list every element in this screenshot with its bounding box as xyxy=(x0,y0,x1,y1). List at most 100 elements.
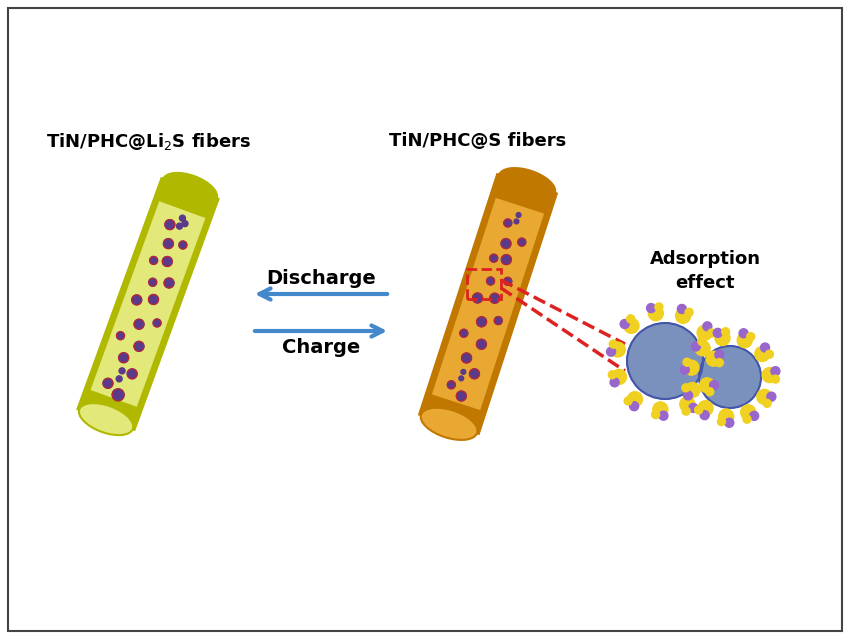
Circle shape xyxy=(504,219,512,227)
Circle shape xyxy=(490,293,500,304)
Circle shape xyxy=(697,325,712,341)
Text: TiN/PHC@Li$_2$S fibers: TiN/PHC@Li$_2$S fibers xyxy=(46,130,251,151)
Circle shape xyxy=(654,303,663,311)
Circle shape xyxy=(765,350,774,358)
Circle shape xyxy=(610,378,619,387)
Bar xyxy=(467,269,501,299)
Circle shape xyxy=(150,256,157,265)
Circle shape xyxy=(694,406,703,414)
Circle shape xyxy=(740,404,756,420)
Circle shape xyxy=(128,369,137,379)
Text: Charge: Charge xyxy=(282,337,360,357)
Circle shape xyxy=(747,332,755,341)
Circle shape xyxy=(626,315,635,323)
Circle shape xyxy=(737,333,752,348)
Circle shape xyxy=(149,295,158,304)
Polygon shape xyxy=(432,198,544,410)
Circle shape xyxy=(719,409,734,424)
Polygon shape xyxy=(91,201,206,407)
Circle shape xyxy=(627,392,643,407)
Circle shape xyxy=(771,367,780,376)
Circle shape xyxy=(695,341,710,356)
Circle shape xyxy=(743,415,751,423)
Circle shape xyxy=(715,330,730,346)
Circle shape xyxy=(134,320,144,329)
Circle shape xyxy=(680,397,694,412)
Circle shape xyxy=(762,367,777,383)
Circle shape xyxy=(691,342,700,351)
Circle shape xyxy=(627,323,703,399)
Circle shape xyxy=(713,328,722,337)
Circle shape xyxy=(682,407,690,415)
Circle shape xyxy=(756,389,772,404)
Circle shape xyxy=(490,254,498,262)
Circle shape xyxy=(767,392,776,401)
Circle shape xyxy=(677,304,687,314)
Circle shape xyxy=(447,381,456,389)
Circle shape xyxy=(698,337,705,345)
Circle shape xyxy=(165,220,175,229)
Circle shape xyxy=(477,339,486,350)
Circle shape xyxy=(722,328,729,335)
Circle shape xyxy=(164,278,174,288)
Circle shape xyxy=(739,328,748,338)
Circle shape xyxy=(772,375,779,383)
Circle shape xyxy=(699,346,761,408)
Ellipse shape xyxy=(499,168,555,200)
Circle shape xyxy=(494,316,502,325)
Circle shape xyxy=(516,213,521,217)
Circle shape xyxy=(119,353,128,363)
Circle shape xyxy=(630,402,638,411)
Circle shape xyxy=(609,340,617,348)
Circle shape xyxy=(683,358,691,366)
Circle shape xyxy=(116,376,122,382)
Circle shape xyxy=(116,332,124,340)
Circle shape xyxy=(149,278,156,286)
Circle shape xyxy=(518,238,526,246)
Circle shape xyxy=(653,402,668,417)
Circle shape xyxy=(750,412,759,420)
Circle shape xyxy=(700,411,709,420)
Circle shape xyxy=(652,411,660,419)
Circle shape xyxy=(132,295,142,305)
Circle shape xyxy=(659,412,668,420)
Circle shape xyxy=(501,238,511,249)
Text: Discharge: Discharge xyxy=(266,268,376,288)
Circle shape xyxy=(459,376,463,381)
Ellipse shape xyxy=(79,403,133,435)
Circle shape xyxy=(680,366,689,374)
Circle shape xyxy=(610,342,626,357)
Circle shape xyxy=(685,308,693,316)
Circle shape xyxy=(611,369,626,385)
Circle shape xyxy=(716,358,723,367)
Circle shape xyxy=(755,346,770,362)
Circle shape xyxy=(177,223,183,229)
Circle shape xyxy=(609,371,616,379)
Circle shape xyxy=(103,378,113,389)
Circle shape xyxy=(620,320,629,328)
Circle shape xyxy=(725,419,734,427)
Circle shape xyxy=(462,353,472,363)
Circle shape xyxy=(683,391,693,400)
Text: Adsorption
effect: Adsorption effect xyxy=(649,250,761,292)
Circle shape xyxy=(717,418,726,426)
Circle shape xyxy=(685,383,700,397)
Circle shape xyxy=(153,319,161,327)
Circle shape xyxy=(710,381,718,390)
Polygon shape xyxy=(420,174,557,433)
Circle shape xyxy=(706,351,721,366)
Circle shape xyxy=(707,329,716,337)
Circle shape xyxy=(163,238,173,249)
Ellipse shape xyxy=(162,173,217,205)
Circle shape xyxy=(179,215,185,221)
Circle shape xyxy=(134,341,144,351)
Circle shape xyxy=(647,304,655,312)
Circle shape xyxy=(486,277,495,285)
Circle shape xyxy=(706,388,714,396)
Circle shape xyxy=(624,397,632,405)
Circle shape xyxy=(460,329,468,337)
Circle shape xyxy=(624,318,639,334)
Circle shape xyxy=(703,322,711,331)
Circle shape xyxy=(682,384,690,392)
Circle shape xyxy=(461,369,466,374)
